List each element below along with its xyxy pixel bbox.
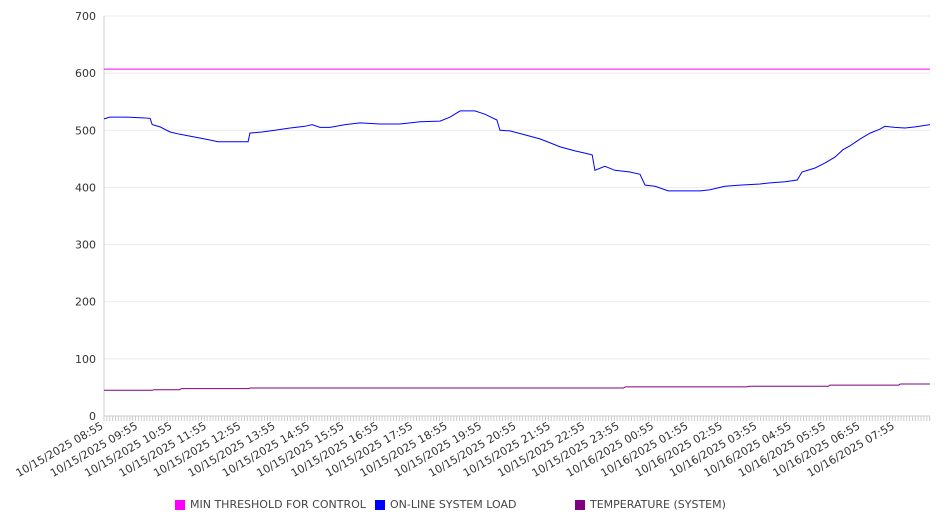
y-tick-label: 400	[75, 181, 96, 194]
y-tick-label: 100	[75, 353, 96, 366]
y-tick-label: 0	[89, 410, 96, 423]
y-tick-label: 700	[75, 10, 96, 23]
legend-swatch	[175, 499, 185, 510]
legend-item-load[interactable]: ON-LINE SYSTEM LOAD	[375, 498, 516, 511]
legend-label: MIN THRESHOLD FOR CONTROL	[190, 498, 366, 511]
legend: MIN THRESHOLD FOR CONTROL ON-LINE SYSTEM…	[0, 498, 946, 514]
legend-item-threshold[interactable]: MIN THRESHOLD FOR CONTROL	[175, 498, 366, 511]
legend-item-temperature[interactable]: TEMPERATURE (SYSTEM)	[575, 498, 726, 511]
legend-label: ON-LINE SYSTEM LOAD	[390, 498, 517, 511]
y-tick-label: 600	[75, 67, 96, 80]
series-line-2	[104, 383, 930, 391]
series-line-1	[103, 110, 931, 192]
y-tick-label: 500	[75, 124, 96, 137]
legend-label: TEMPERATURE (SYSTEM)	[590, 498, 726, 511]
y-tick-label: 300	[75, 239, 96, 252]
y-tick-label: 200	[75, 296, 96, 309]
legend-swatch	[375, 499, 385, 510]
legend-swatch	[575, 499, 585, 510]
